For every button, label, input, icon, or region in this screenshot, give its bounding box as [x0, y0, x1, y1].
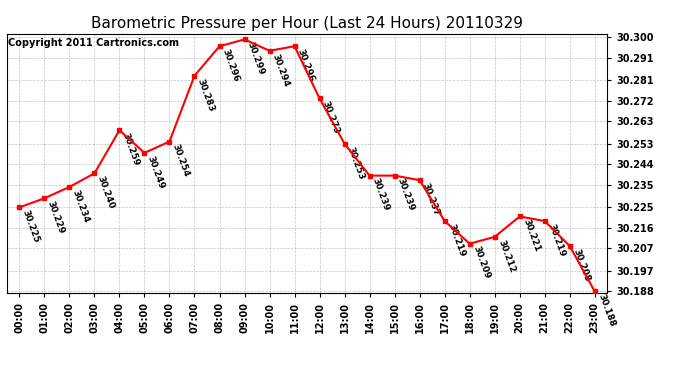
Text: 30.239: 30.239 [371, 177, 391, 213]
Text: 30.239: 30.239 [396, 177, 416, 213]
Text: 30.294: 30.294 [271, 52, 291, 88]
Text: 30.219: 30.219 [446, 222, 466, 258]
Text: 30.273: 30.273 [321, 100, 342, 135]
Text: 30.240: 30.240 [96, 175, 116, 210]
Title: Barometric Pressure per Hour (Last 24 Hours) 20110329: Barometric Pressure per Hour (Last 24 Ho… [91, 16, 523, 31]
Text: 30.229: 30.229 [46, 200, 66, 235]
Text: 30.299: 30.299 [246, 41, 266, 76]
Text: 30.225: 30.225 [21, 209, 41, 244]
Text: 30.188: 30.188 [596, 293, 616, 328]
Text: 30.296: 30.296 [221, 48, 242, 83]
Text: 30.209: 30.209 [471, 245, 491, 280]
Text: 30.259: 30.259 [121, 132, 141, 167]
Text: 30.296: 30.296 [296, 48, 316, 83]
Text: 30.253: 30.253 [346, 145, 366, 181]
Text: 30.249: 30.249 [146, 154, 166, 190]
Text: 30.234: 30.234 [71, 188, 91, 224]
Text: Copyright 2011 Cartronics.com: Copyright 2011 Cartronics.com [8, 38, 179, 48]
Text: 30.212: 30.212 [496, 238, 516, 274]
Text: 30.237: 30.237 [421, 182, 442, 217]
Text: 30.208: 30.208 [571, 248, 591, 283]
Text: 30.254: 30.254 [171, 143, 191, 178]
Text: 30.221: 30.221 [521, 218, 541, 254]
Text: 30.283: 30.283 [196, 77, 216, 112]
Text: 30.219: 30.219 [546, 222, 566, 258]
